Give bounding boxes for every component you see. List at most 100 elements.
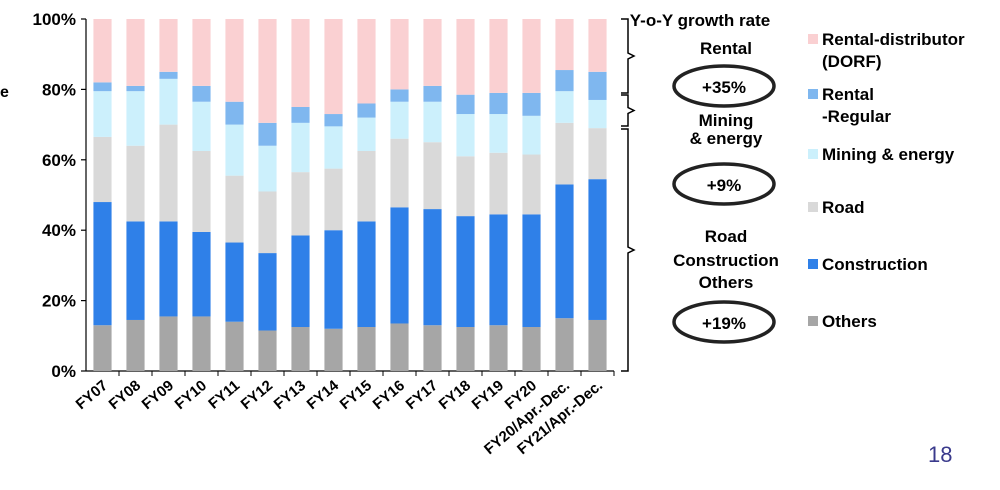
bar-fy08-series-5 [126, 19, 145, 86]
bar-fy16-series-0 [390, 323, 409, 371]
bar-fy13-series-3 [291, 122, 310, 173]
bar-fy13-series-5 [291, 19, 310, 107]
bar-fy20-apr-dec--series-0 [555, 318, 574, 371]
x-tick-label: FY08 [106, 377, 144, 413]
bar-fy13-series-0 [291, 327, 310, 371]
bar-fy10-series-0 [192, 316, 211, 371]
bar-fy19-series-4 [489, 92, 508, 115]
legend-label-1: Rental -Regular [822, 85, 891, 126]
bar-fy14-series-4 [324, 114, 343, 127]
brace-road-construction-others [621, 128, 636, 372]
bar-fy12-series-1 [258, 253, 277, 331]
x-tick-label: FY10 [172, 377, 210, 413]
bar-fy08-series-3 [126, 91, 145, 146]
bar-fy21-apr-dec--series-1 [588, 179, 607, 320]
bar-fy07-series-1 [93, 202, 112, 326]
bar-fy17-series-1 [423, 209, 442, 326]
bar-fy13-series-4 [291, 107, 310, 123]
brace-rental [621, 18, 636, 94]
x-tick-label: FY19 [469, 377, 507, 413]
bar-fy20-series-4 [522, 92, 541, 116]
bar-fy21-apr-dec--series-0 [588, 319, 607, 371]
bar-fy08-series-2 [126, 145, 145, 222]
bar-fy15-series-1 [357, 221, 376, 327]
bar-fy13-series-1 [291, 235, 310, 327]
bar-fy11-series-0 [225, 321, 244, 371]
x-tick-label: FY17 [403, 377, 441, 413]
x-tick-label: FY16 [370, 377, 408, 413]
bar-fy19-series-2 [489, 152, 508, 215]
y-tick-label: 80% [42, 80, 76, 99]
legend: Rental-distributor (DORF) Rental -Regular Mi… [808, 30, 965, 331]
bar-fy14-series-3 [324, 126, 343, 169]
bar-fy21-apr-dec--series-3 [588, 99, 607, 129]
bar-fy11-series-1 [225, 242, 244, 322]
bar-fy16-series-4 [390, 89, 409, 102]
bar-fy14-series-0 [324, 328, 343, 371]
bar-fy21-apr-dec--series-4 [588, 71, 607, 100]
bar-fy07-series-4 [93, 82, 112, 92]
bar-fy18-series-3 [456, 114, 475, 157]
bar-fy17-series-2 [423, 142, 442, 210]
bar-fy15-series-5 [357, 19, 376, 104]
legend-label-4: Construction [822, 255, 928, 274]
y-tick-label: 20% [42, 292, 76, 311]
x-tick-label: FY11 [205, 377, 243, 413]
bar-fy08-series-1 [126, 221, 145, 320]
bars [93, 19, 607, 371]
bar-fy08-series-4 [126, 85, 145, 92]
bar-fy12-series-4 [258, 122, 277, 146]
bar-fy16-series-1 [390, 207, 409, 324]
bar-fy20-series-0 [522, 327, 541, 371]
bar-fy18-series-5 [456, 19, 475, 95]
bar-fy10-series-4 [192, 85, 211, 102]
bar-fy18-series-1 [456, 216, 475, 327]
bar-fy17-series-3 [423, 101, 442, 143]
growth-rate-title: Y-o-Y growth rate [630, 11, 770, 30]
x-axis: FY07FY08FY09FY10FY11FY12FY13FY14FY15FY16… [73, 371, 615, 458]
legend-label-3: Road [822, 198, 865, 217]
bar-fy09-series-3 [159, 78, 178, 125]
bar-fy07-series-3 [93, 91, 112, 137]
bar-fy16-series-2 [390, 138, 409, 208]
legend-label-2: Mining & energy [822, 145, 955, 164]
y-tick-label: 0% [51, 362, 76, 381]
bar-fy20-apr-dec--series-1 [555, 184, 574, 319]
legend-label-0: Rental-distributor (DORF) [822, 30, 965, 71]
bar-fy18-series-0 [456, 327, 475, 371]
bar-fy20-apr-dec--series-2 [555, 122, 574, 185]
bar-fy11-series-2 [225, 175, 244, 243]
group-label-1: Mining & energy [690, 111, 763, 148]
bar-fy18-series-4 [456, 94, 475, 115]
bar-fy12-series-5 [258, 19, 277, 123]
legend-swatch-4 [808, 259, 818, 269]
legend-swatch-2 [808, 149, 818, 159]
bar-fy21-apr-dec--series-5 [588, 19, 607, 72]
group-label-2: Road Construction Others [673, 227, 779, 292]
bar-fy09-series-0 [159, 316, 178, 371]
y-tick-label: 60% [42, 151, 76, 170]
brace-mining-energy [621, 94, 636, 127]
bar-fy19-series-0 [489, 325, 508, 371]
bar-fy07-series-5 [93, 19, 112, 83]
x-tick-label: FY09 [139, 377, 177, 413]
x-tick-label: FY07 [73, 377, 111, 413]
bar-fy20-series-3 [522, 115, 541, 155]
rate-oval-1 [672, 162, 776, 206]
x-tick-label: FY18 [436, 377, 474, 413]
legend-swatch-1 [808, 89, 818, 99]
x-tick-label: FY14 [304, 377, 343, 413]
bar-fy19-series-1 [489, 214, 508, 326]
growth-rate-2: +19% [702, 314, 746, 333]
bar-fy09-series-2 [159, 124, 178, 222]
bar-fy09-series-1 [159, 221, 178, 317]
bar-fy11-series-3 [225, 124, 244, 176]
bar-fy18-series-2 [456, 156, 475, 217]
bar-fy12-series-3 [258, 145, 277, 192]
bar-fy15-series-0 [357, 327, 376, 371]
y-tick-label: 40% [42, 221, 76, 240]
bar-fy17-series-5 [423, 19, 442, 86]
legend-label-5: Others [822, 312, 877, 331]
bar-fy09-series-5 [159, 19, 178, 72]
